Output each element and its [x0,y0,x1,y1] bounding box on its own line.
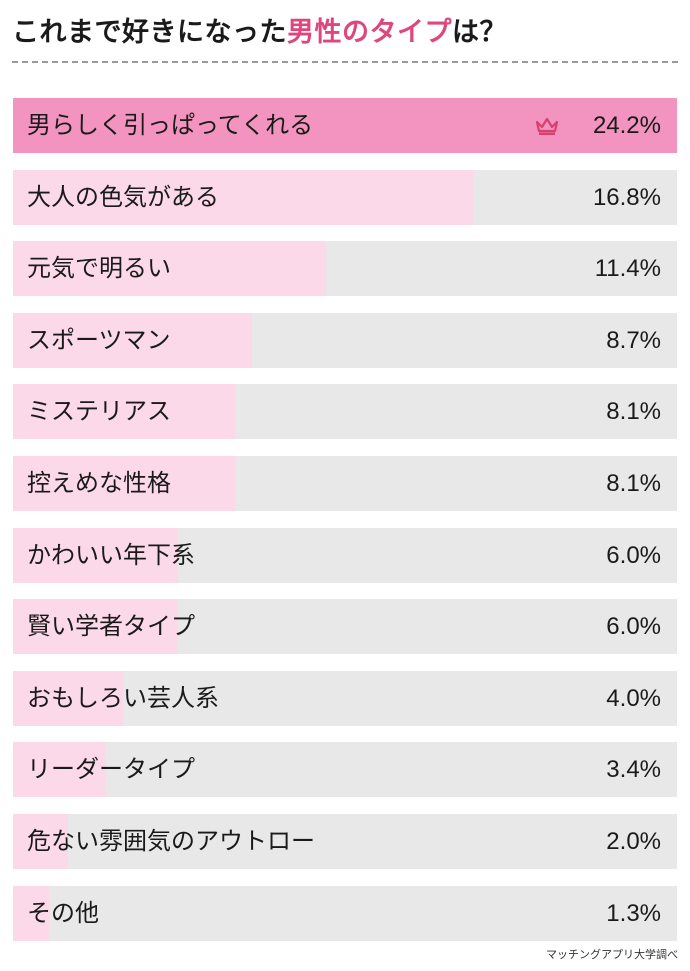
source-note: マッチングアプリ大学調べ [546,948,678,961]
value-label: 16.8% [592,184,661,211]
title-divider [12,61,678,63]
bar-row: 危ない雰囲気のアウトロー 2.0% [13,814,677,869]
value-label: 4.0% [606,685,661,712]
bar-row: 元気で明るい 11.4% [13,241,677,296]
bar [13,456,235,511]
value-label: 3.4% [606,756,661,783]
category-label: その他 [27,899,99,927]
bar-row: スポーツマン 8.7% [13,313,677,368]
bar-row: 控えめな性格 8.1% [13,456,677,511]
bar [13,886,49,941]
category-label: 大人の色気がある [27,183,219,211]
value-label: 1.3% [606,900,661,927]
bar-row: 大人の色気がある 16.8% [13,170,677,225]
value-label: 11.4% [594,255,661,282]
category-label: リーダータイプ [27,755,195,783]
value-label: 8.1% [606,470,661,497]
bar [13,671,123,726]
category-label: 危ない雰囲気のアウトロー [27,827,315,855]
title-prefix: これまで好きになった [12,17,287,48]
value-label: 6.0% [606,542,661,569]
bar [13,241,326,296]
value-label: 2.0% [606,828,661,855]
bar [13,98,677,153]
category-label: 元気で明るい [27,254,171,282]
bar-row: ミステリアス 8.1% [13,384,677,439]
bar-row: その他 1.3% [13,886,677,941]
bar-row: リーダータイプ 3.4% [13,742,677,797]
category-label: スポーツマン [27,326,171,354]
category-label: 男らしく引っぱってくれる [27,111,314,139]
value-label: 8.1% [606,398,661,425]
bar-row: おもしろい芸人系 4.0% [13,671,677,726]
bar [13,599,178,654]
category-label: 賢い学者タイプ [27,612,195,640]
value-label: 6.0% [606,613,661,640]
title-highlight: 男性のタイプ [287,17,452,48]
crown-icon [535,117,559,135]
bar-row: 賢い学者タイプ 6.0% [13,599,677,654]
value-label: 8.7% [606,327,661,354]
bar [13,528,178,583]
bar [13,814,68,869]
title-suffix: は？ [452,17,507,48]
category-label: 控えめな性格 [27,469,171,497]
bar-row: 男らしく引っぱってくれる 24.2% [13,98,677,153]
bar [13,384,235,439]
bar-row: かわいい年下系 6.0% [13,528,677,583]
category-label: おもしろい芸人系 [27,684,219,712]
category-label: ミステリアス [27,397,171,425]
category-label: かわいい年下系 [27,541,195,569]
chart-title: これまで好きになった男性のタイプは？ [12,10,507,49]
bar [13,170,474,225]
bar [13,742,106,797]
value-label: 24.2% [592,112,661,139]
bar [13,313,252,368]
